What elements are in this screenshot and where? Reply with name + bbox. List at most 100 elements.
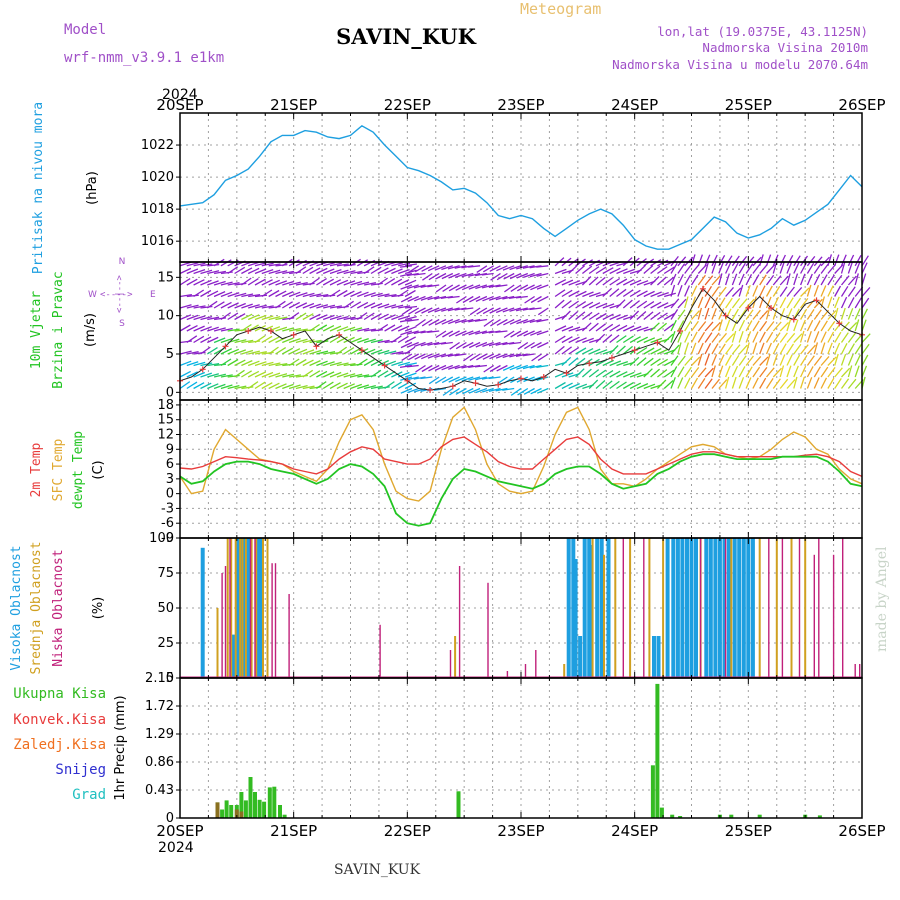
- wind-arrow: [820, 263, 829, 274]
- wind-arrow: [827, 274, 835, 286]
- wind-arrow: [329, 305, 343, 309]
- wind-arrow: [772, 285, 781, 297]
- wind-arrow: [588, 259, 601, 267]
- wind-arrow: [200, 336, 212, 344]
- wind-arrow: [268, 305, 281, 309]
- wind-arrow: [220, 312, 232, 321]
- wind-arrow: [581, 276, 592, 286]
- wind-arrow: [813, 298, 823, 309]
- wind-arrow: [302, 349, 315, 355]
- dewpt-line: [179, 453, 863, 527]
- wind-arrow: [677, 366, 685, 378]
- wind-arrow: [350, 291, 362, 298]
- high-cloud-bar: [606, 538, 611, 678]
- wind-ylabel-1: 10m Vjetar: [29, 291, 44, 369]
- wind-arrow: [370, 359, 382, 367]
- wind-arrow: [765, 331, 774, 343]
- wind-arrow: [530, 284, 542, 291]
- wind-arrow: [595, 359, 607, 367]
- wind-arrow: [488, 284, 501, 288]
- wind-arrow: [295, 282, 308, 286]
- wind-arrow: [404, 346, 416, 355]
- wind-arrow: [616, 371, 628, 378]
- wind-arrow: [854, 319, 860, 332]
- wind-arrow: [309, 360, 321, 367]
- wind-arrow: [529, 318, 542, 324]
- precip-bar: [229, 805, 234, 818]
- precip-legend-item: Zaledj.Kisa: [13, 737, 106, 753]
- wind-arrow: [391, 351, 404, 355]
- wind-arrow: [759, 296, 765, 309]
- wind-arrow: [248, 340, 261, 344]
- wind-arrow: [650, 265, 661, 275]
- wind-arrow: [568, 300, 579, 309]
- high-cloud-bar: [694, 538, 698, 678]
- wind-arrow: [636, 383, 649, 390]
- wind-arrow: [595, 312, 607, 321]
- wind-arrow: [711, 297, 719, 309]
- wind-arrow: [568, 357, 579, 366]
- wind-arrow: [234, 369, 245, 378]
- high-cloud-bar: [255, 538, 260, 678]
- wind-arrow: [793, 262, 800, 274]
- wind-arrow: [427, 330, 440, 333]
- wind-arrow: [718, 332, 727, 343]
- wind-arrow: [813, 309, 822, 320]
- wind-arrow: [474, 272, 488, 277]
- wind-arrow: [595, 302, 608, 309]
- precip-bar: [729, 814, 734, 818]
- high-cloud-bar: [722, 538, 727, 678]
- wind-arrow: [261, 361, 274, 367]
- low-cloud-bar: [379, 624, 381, 678]
- wind-arrow: [406, 318, 419, 322]
- wind-arrow: [241, 277, 252, 286]
- wind-arrow: [193, 371, 206, 378]
- wind-arrow: [336, 382, 348, 390]
- wind-arrow: [350, 280, 363, 286]
- wind-arrow: [413, 376, 426, 380]
- wind-arrow: [275, 316, 288, 321]
- wind-arrow: [288, 312, 300, 321]
- wind-arrow: [268, 346, 279, 355]
- wind-arrow: [813, 366, 821, 378]
- wind-arrow: [523, 387, 535, 395]
- wind-arrow: [800, 255, 809, 267]
- wind-arrow: [254, 335, 266, 344]
- wind-arrow: [268, 279, 280, 286]
- wind-arrow: [179, 350, 192, 355]
- wind-arrow: [268, 372, 281, 378]
- wind-arrow: [718, 273, 723, 286]
- wind-arrow: [536, 318, 549, 323]
- wind-arrow: [793, 286, 803, 297]
- high-cloud-bar: [589, 545, 594, 678]
- wind-arrow: [384, 381, 395, 390]
- wind-arrow: [261, 335, 273, 344]
- wind-arrow: [200, 263, 213, 267]
- wind-arrow: [841, 321, 850, 332]
- wind-arrow: [482, 341, 494, 348]
- wind-arrow: [827, 320, 836, 332]
- wind-arrow: [193, 335, 205, 344]
- wind-arrow: [537, 295, 549, 303]
- wind-arrow: [384, 350, 397, 355]
- mid-cloud-bar: [790, 538, 793, 678]
- mid-cloud-bar: [230, 538, 233, 678]
- wind-arrow: [561, 336, 573, 344]
- mid-cloud-bar: [250, 538, 253, 678]
- y-tick-label: 75: [157, 566, 174, 581]
- wind-arrow: [207, 316, 220, 321]
- wind-arrow: [759, 367, 768, 378]
- wind-arrow: [731, 376, 737, 389]
- low-cloud-bar: [798, 538, 801, 678]
- wind-arrow: [356, 312, 368, 321]
- wind-arrow: [772, 321, 782, 332]
- wind-arrow: [691, 310, 700, 320]
- wind-arrow: [806, 377, 813, 389]
- wind-arrow: [295, 358, 307, 367]
- wind-arrow: [427, 295, 440, 301]
- wind-arrow: [602, 277, 613, 286]
- wind-arrow: [786, 332, 796, 343]
- wind-arrow: [670, 284, 676, 297]
- wind-arrow: [407, 284, 419, 290]
- wind-arrow: [434, 364, 447, 371]
